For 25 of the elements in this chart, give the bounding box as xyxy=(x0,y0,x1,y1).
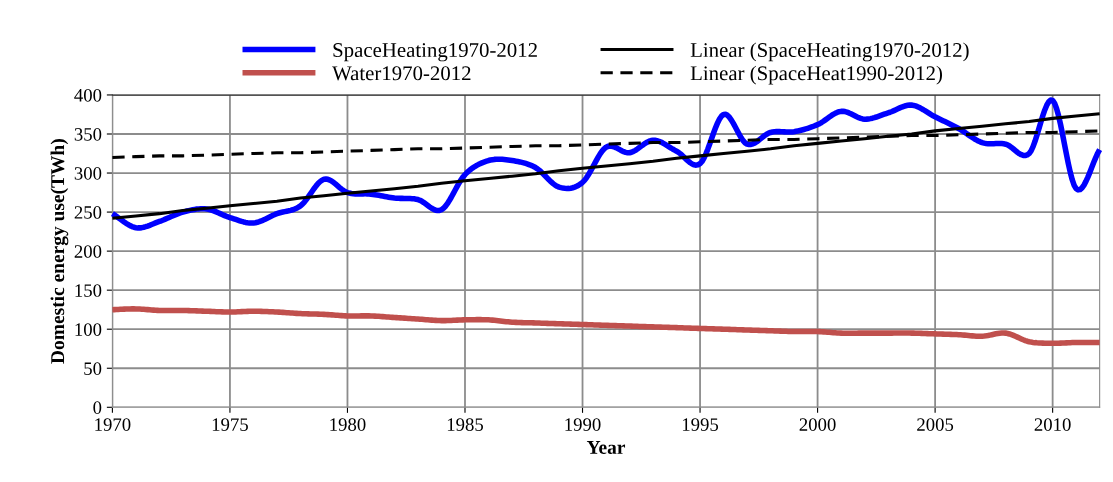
x-tick-label: 2005 xyxy=(917,418,954,431)
y-tick-label: 100 xyxy=(75,323,102,336)
line-series xyxy=(110,112,1102,220)
y-tick-label: 250 xyxy=(74,206,102,219)
y-tick-label: 300 xyxy=(74,167,102,180)
x-tick-label: 1970 xyxy=(95,418,131,431)
y-tick-label: 400 xyxy=(74,88,102,102)
x-tick-label: 1980 xyxy=(330,418,366,431)
x-tick-label: 2010 xyxy=(1034,418,1071,431)
y-axis-title: Domestic energy use(TWh) xyxy=(50,139,69,364)
y-tick-label: 350 xyxy=(74,128,102,141)
y-tick-label: 0 xyxy=(93,401,102,414)
legend-label: SpaceHeating1970-2012 xyxy=(333,43,537,62)
x-tick-label: 1995 xyxy=(682,418,719,431)
y-tick-label: 200 xyxy=(74,245,102,258)
legend-label: Water1970-2012 xyxy=(332,66,471,81)
x-tick-label: 2000 xyxy=(799,418,836,431)
y-tick-label: 50 xyxy=(84,362,102,375)
y-tick-label: 150 xyxy=(75,284,102,297)
x-tick-label: 1990 xyxy=(565,418,601,431)
x-axis-title: Year xyxy=(586,441,626,454)
legend-label: Linear (SpaceHeat1990-2012) xyxy=(690,65,943,85)
legend-label: Linear (SpaceHeating1970-2012) xyxy=(690,42,969,62)
x-tick-label: 1985 xyxy=(447,418,484,431)
x-tick-label: 1975 xyxy=(212,418,248,431)
